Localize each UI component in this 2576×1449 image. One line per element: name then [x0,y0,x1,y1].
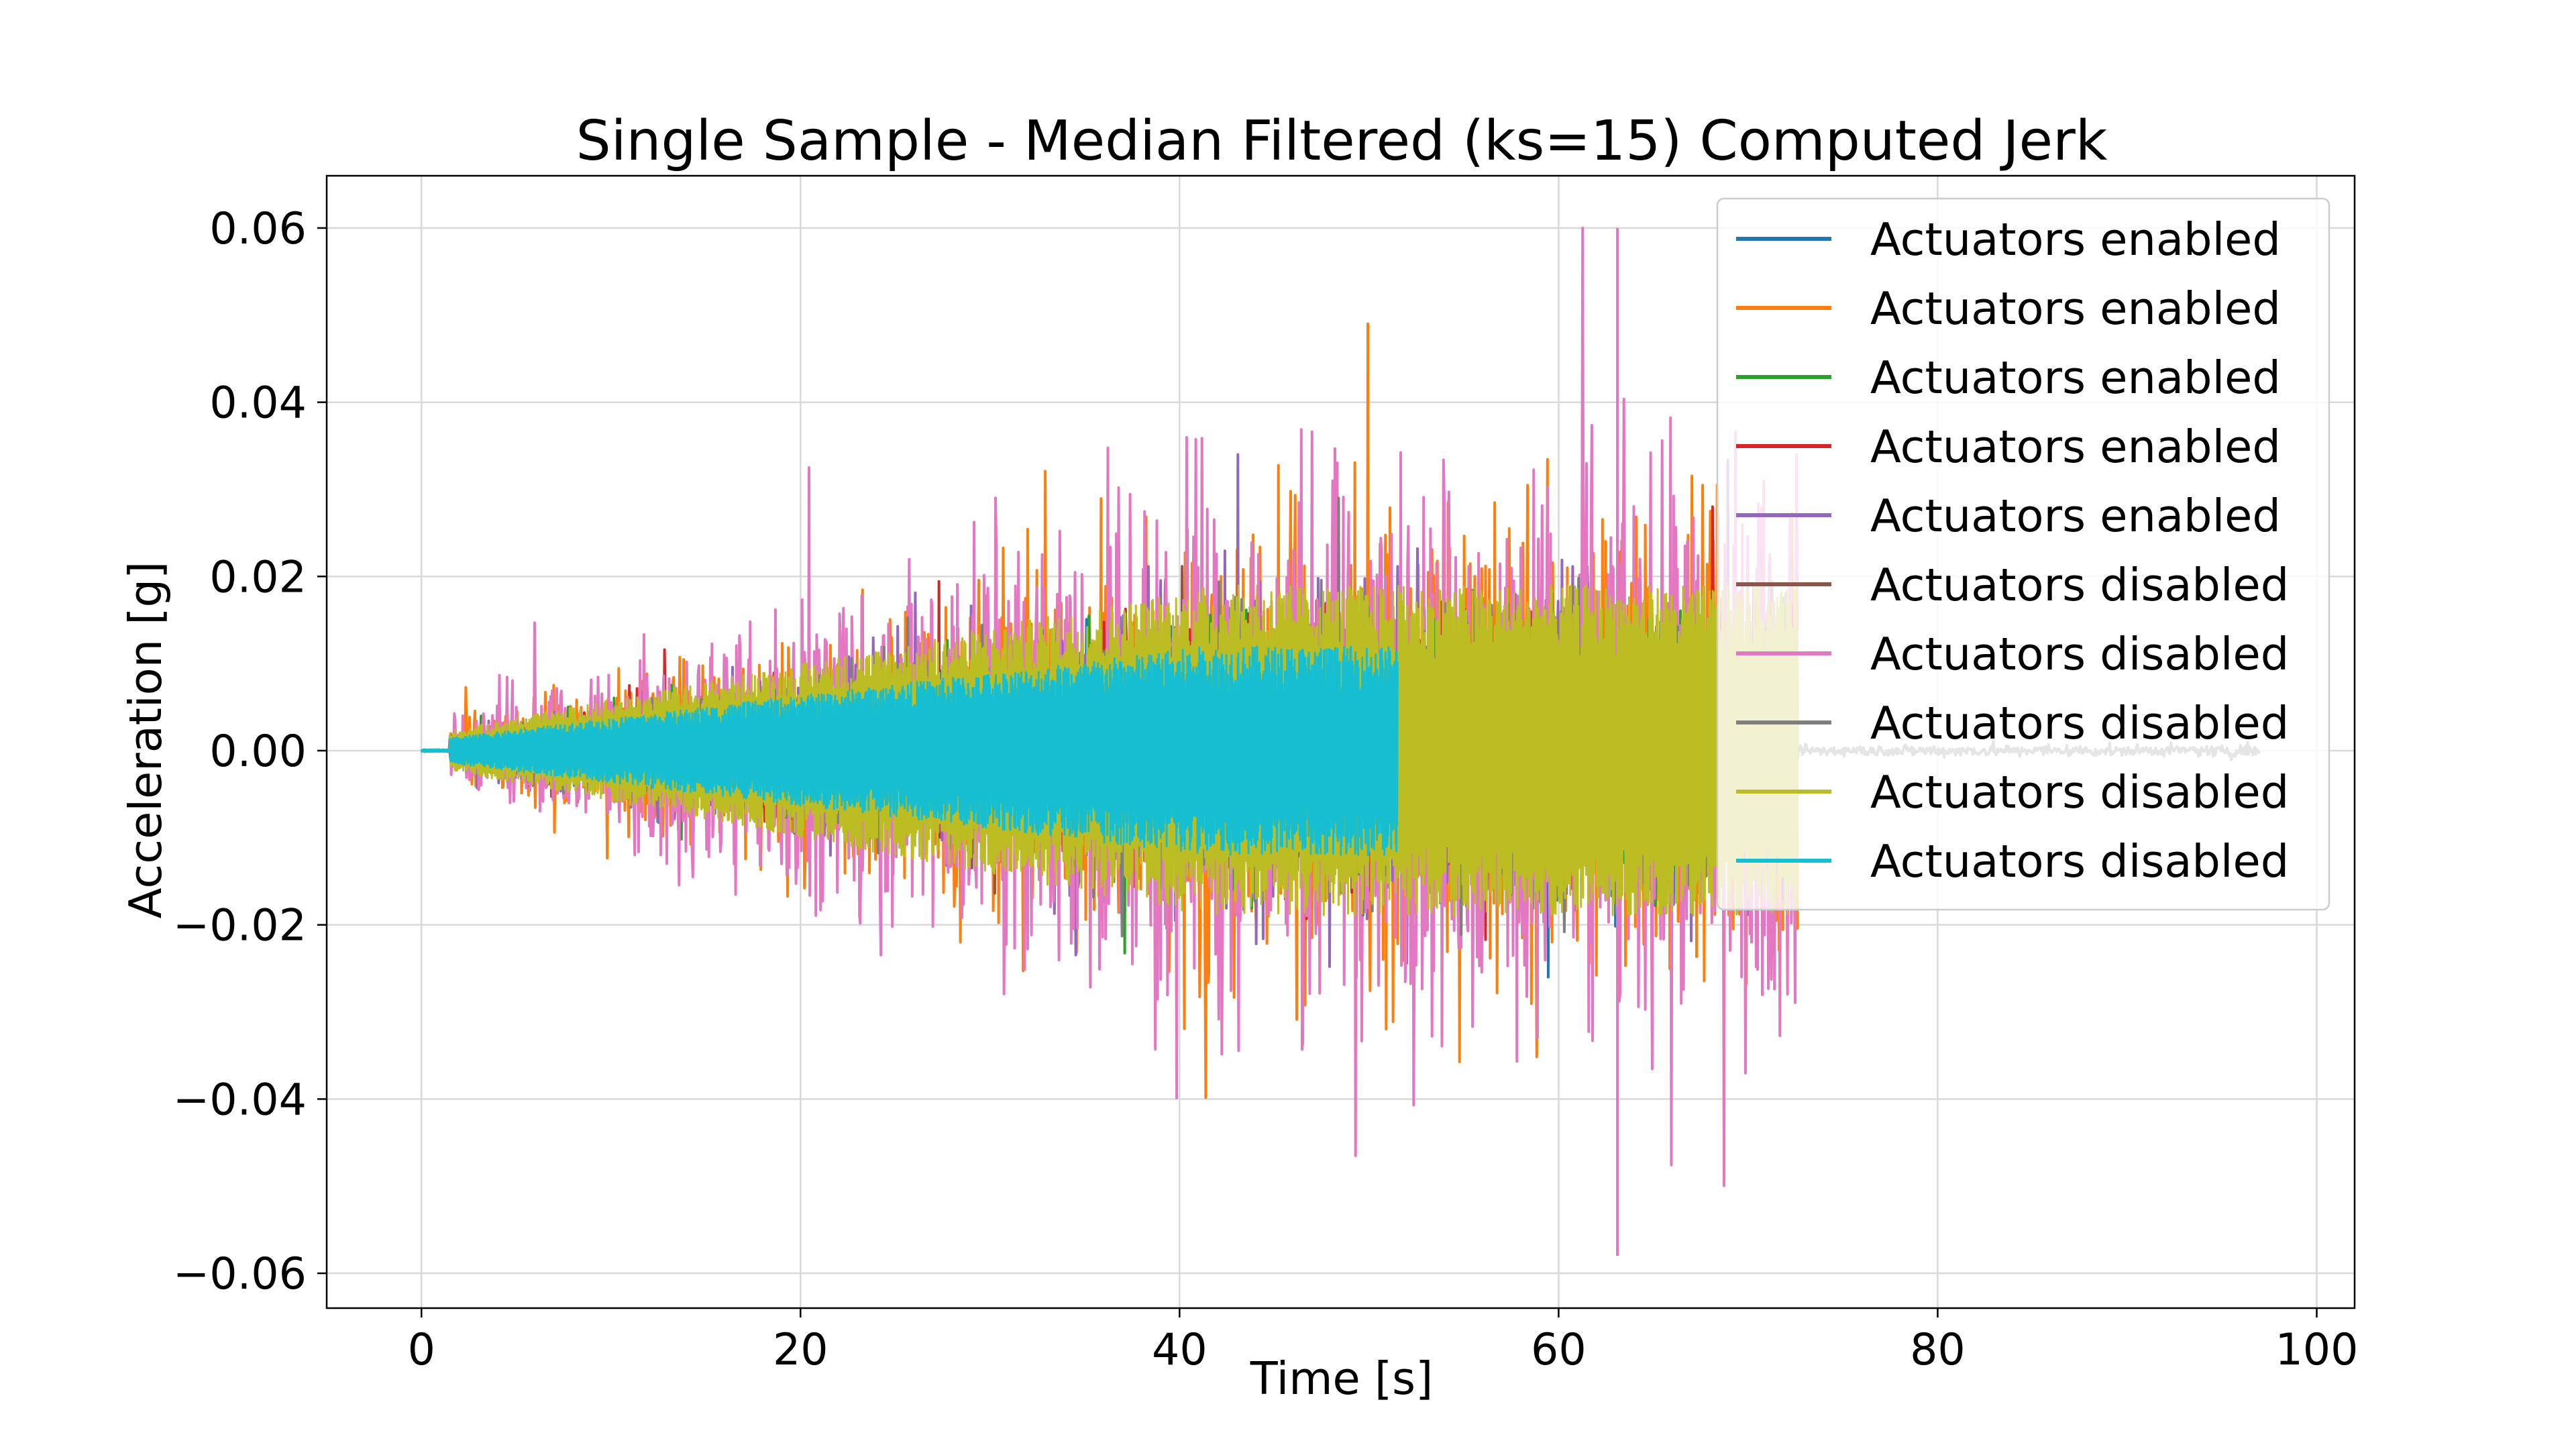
y-axis-label: Acceleration [g] [119,561,172,918]
plot-frame [325,174,2356,1309]
y-tick-label: −0.04 [173,1075,307,1125]
y-tick-label: −0.02 [173,901,307,951]
y-tick-label: −0.06 [173,1249,307,1299]
legend-label: Actuators disabled [1870,835,2289,888]
x-tick-label: 60 [1531,1325,1587,1375]
series-line [420,645,1399,857]
y-tick-label: 0.02 [209,552,307,602]
axis-ticks: 0 20 40 60 80 100 0.06 0.04 0.02 0.00 −0.02 −0.04 −0… [173,204,2359,1375]
x-tick-label: 40 [1152,1325,1208,1375]
x-tick-label: 20 [773,1325,828,1375]
legend-label: Actuators disabled [1870,628,2289,680]
legend-label: Actuators disabled [1870,766,2289,818]
x-tick-label: 100 [2275,1325,2358,1375]
legend-label: Actuators enabled [1870,421,2281,473]
legend-label: Actuators enabled [1870,282,2281,335]
legend-label: Actuators disabled [1870,559,2289,611]
legend-label: Actuators enabled [1870,490,2281,542]
legend-box [1716,197,2330,911]
legend-label: Actuators enabled [1870,352,2281,404]
x-axis-label: Time [s] [1250,1352,1433,1405]
legend: Actuators enabled Actuators enabled Actuat… [1716,197,2330,911]
legend-label: Actuators enabled [1870,213,2281,266]
chart-title: Single Sample - Median Filtered (ks=15) … [576,109,2108,173]
legend-label: Actuators disabled [1870,697,2289,749]
x-tick-label: 80 [1910,1325,1966,1375]
y-tick-label: 0.04 [209,378,307,429]
y-tick-label: 0.00 [209,727,307,777]
y-tick-label: 0.06 [209,204,307,254]
x-tick-label: 0 [408,1325,435,1375]
